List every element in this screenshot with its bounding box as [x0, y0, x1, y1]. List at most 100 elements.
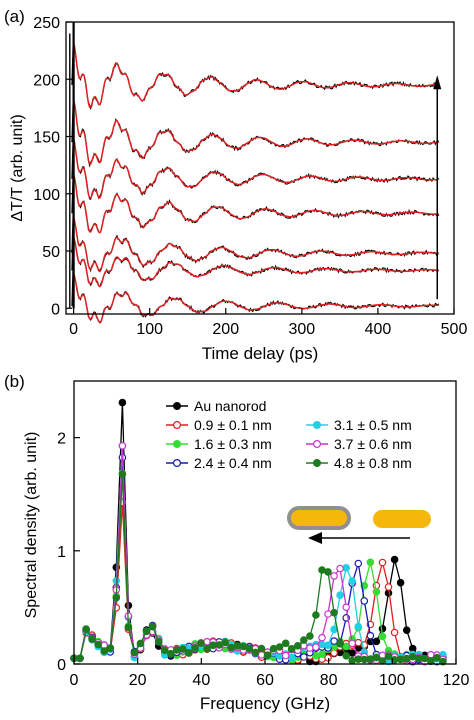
spectrum-point-5-8: [118, 441, 127, 450]
panel-a-label: (a): [4, 7, 25, 26]
xtick-label-100: 100: [136, 321, 163, 338]
spectrum-point-6-34: [275, 643, 284, 651]
spectrum-point-5-43: [330, 572, 338, 580]
spectrum-point-6-61: [439, 657, 447, 666]
spectrum-point-6-15: [160, 646, 169, 655]
trace-fit-0: [72, 273, 439, 324]
trace-data-0: [73, 272, 440, 324]
spectrum-point-5-41: [318, 633, 326, 642]
spectrum-point-4-42: [324, 641, 332, 650]
spectrum-point-2-50: [372, 587, 381, 596]
trace-fit-1: [72, 237, 439, 288]
spectrum-point-6-1: [76, 654, 84, 663]
spectrum-point-6-58: [420, 654, 429, 663]
trace-data-6: [73, 44, 440, 111]
b-xtick-label-60: 60: [256, 672, 274, 689]
rod-core-icon: [291, 510, 347, 526]
spectrum-point-6-50: [372, 653, 381, 662]
spectrum-point-6-45: [342, 651, 351, 660]
spectrum-point-3-47: [354, 559, 363, 568]
legend-marker-3: [173, 459, 182, 468]
panel-b-xlabel: Frequency (GHz): [200, 694, 330, 713]
spectrum-point-6-32: [263, 651, 272, 660]
spectrum-point-6-20: [191, 643, 199, 652]
b-xtick-label-100: 100: [379, 672, 406, 689]
spectrum-point-6-18: [179, 645, 187, 653]
spectrum-point-2-40: [312, 651, 320, 660]
panel-a-frame: [65, 21, 455, 315]
spectrum-point-6-11: [136, 639, 145, 648]
xtick-label-200: 200: [212, 321, 239, 338]
spectrum-point-3-48: [360, 597, 369, 605]
spectrum-point-1-42: [324, 653, 332, 662]
legend-marker-2: [173, 440, 182, 449]
legend-marker-1: [173, 421, 182, 430]
spectrum-point-2-49: [366, 558, 375, 567]
b-xtick-label-0: 0: [70, 672, 79, 689]
ytick-label-200: 200: [33, 72, 60, 89]
panel-a-ticks: 0 100 200 300 400 500 0 50 100 150 200 250: [33, 15, 467, 338]
spectrum-point-6-4: [94, 640, 103, 649]
xtick-label-500: 500: [441, 321, 468, 338]
trace-data-4: [73, 138, 440, 200]
spectrum-point-1-43: [330, 649, 338, 657]
spectrum-point-6-30: [251, 648, 260, 657]
xtick-label-400: 400: [365, 321, 392, 338]
spectrum-point-6-35: [281, 639, 290, 648]
legend-marker-0: [173, 402, 182, 411]
panel-b: (b) 0 20 40 60 80 100 120 0 1 2 Au nanorod 0.9 ± 0…: [4, 372, 469, 713]
legend-label-5: 3.7 ± 0.6 nm: [334, 436, 412, 452]
spectrum-point-6-51: [378, 657, 387, 665]
spectrum-point-6-42: [324, 568, 332, 576]
spectrum-point-0-51: [378, 624, 387, 633]
legend-label-6: 4.8 ± 0.8 nm: [334, 455, 412, 471]
spectrum-point-6-60: [433, 653, 441, 662]
spectrum-point-6-39: [306, 632, 314, 640]
legend-label-1: 0.9 ± 0.1 nm: [194, 417, 272, 433]
spectrum-point-3-49: [366, 631, 375, 640]
spectrum-point-6-12: [142, 627, 151, 636]
b-xtick-label-20: 20: [129, 672, 147, 689]
trace-fit-3: [72, 174, 439, 234]
spectrum-point-2-51: [378, 632, 387, 641]
spectrum-point-6-59: [427, 656, 435, 665]
legend-label-4: 3.1 ± 0.5 nm: [334, 417, 412, 433]
spectrum-point-6-23: [209, 641, 217, 650]
spectrum-point-4-45: [342, 563, 351, 572]
panel-b-ylabel: Spectral density (arb. unit): [23, 432, 40, 619]
panel-b-inset: [287, 506, 431, 544]
spectrum-point-5-39: [306, 644, 314, 652]
spectrum-point-6-10: [130, 648, 139, 657]
spectrum-point-3-38: [299, 653, 308, 661]
b-ytick-label-1: 1: [57, 544, 66, 561]
spectrum-point-6-29: [245, 644, 254, 653]
spectrum-point-6-48: [360, 655, 369, 664]
spectrum-point-6-22: [203, 644, 211, 653]
panel-a: (a) 0 100 200 300 400 500 0 50 100 150 200 250 Time…: [4, 7, 467, 363]
panel-a-xlabel: Time delay (ps): [202, 344, 319, 363]
legend-label-2: 1.6 ± 0.3 nm: [194, 436, 272, 452]
legend-label-3: 2.4 ± 0.4 nm: [194, 455, 272, 471]
spectrum-point-5-45: [342, 603, 351, 612]
b-ytick-label-0: 0: [57, 657, 66, 674]
spectrum-point-6-16: [167, 649, 175, 658]
b-ytick-label-2: 2: [57, 431, 66, 448]
spectrum-point-0-54: [396, 578, 405, 587]
spectrum-point-6-21: [197, 639, 205, 647]
spectrum-point-5-44: [336, 564, 344, 573]
trace-data-5: [73, 99, 440, 168]
trace-fit-4: [72, 139, 439, 199]
spectrum-point-6-19: [185, 649, 193, 657]
spectrum-line-6: [74, 474, 444, 663]
spectrum-point-6-52: [384, 652, 393, 661]
trace-data-3: [73, 174, 440, 234]
spectrum-point-4-46: [348, 577, 357, 585]
xtick-label-300: 300: [288, 321, 315, 338]
panel-a-ylabel: ΔT/T (arb. unit): [9, 114, 26, 221]
b-xtick-label-80: 80: [320, 672, 338, 689]
spectrum-point-6-46: [348, 656, 357, 665]
spectrum-point-6-2: [82, 625, 90, 633]
spectrum-point-5-42: [324, 610, 332, 618]
spectrum-point-5-46: [348, 639, 357, 648]
spectrum-point-6-13: [148, 622, 157, 631]
